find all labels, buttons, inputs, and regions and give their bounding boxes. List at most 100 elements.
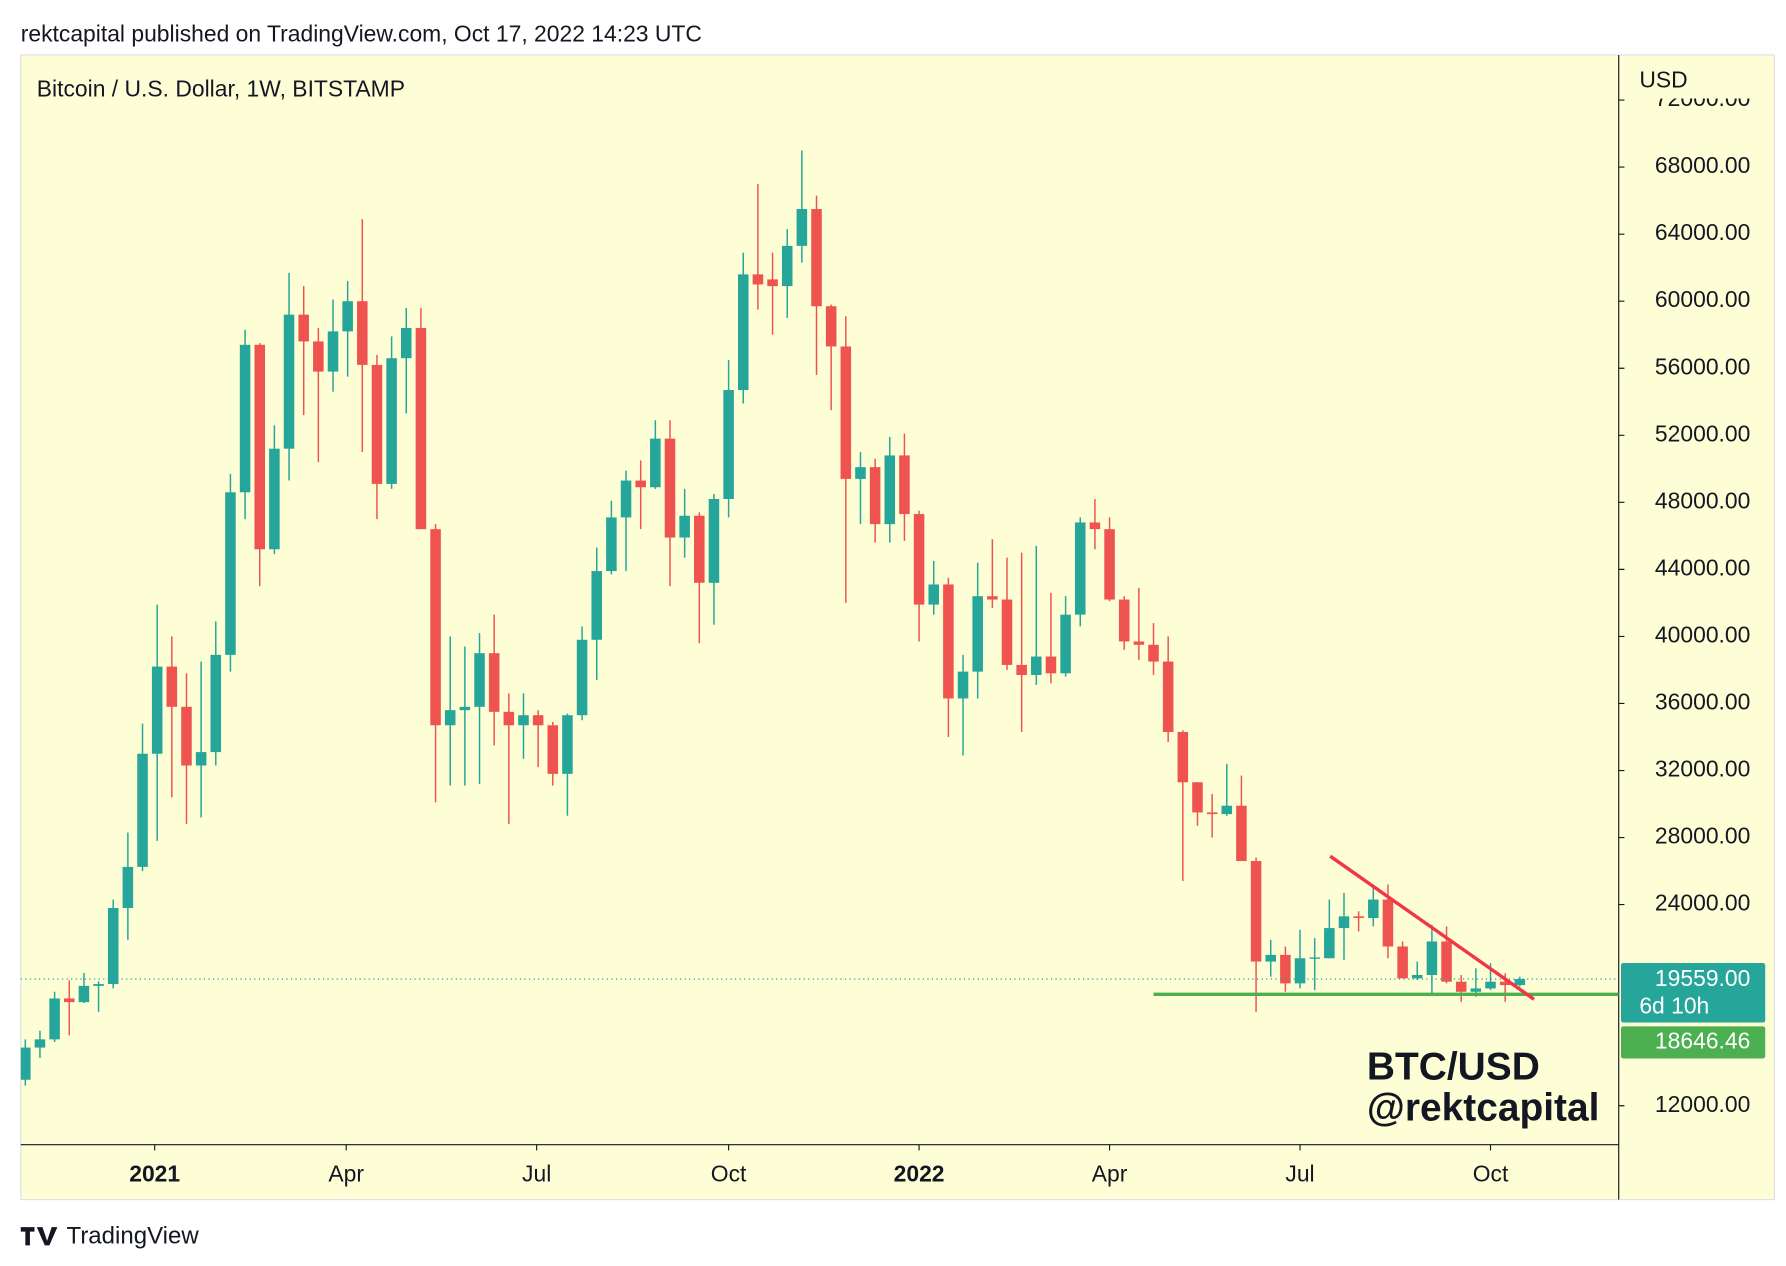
candle-body xyxy=(1236,805,1247,862)
candle-body xyxy=(1455,981,1467,992)
candle-body xyxy=(298,314,309,342)
candle-body xyxy=(1133,641,1145,645)
y-tick-label: 12000.00 xyxy=(1655,1091,1750,1117)
candle-body xyxy=(283,314,295,449)
candle-body xyxy=(811,209,822,307)
logo xyxy=(20,1227,58,1246)
y-tick-label: 28000.00 xyxy=(1655,823,1750,849)
candle-body xyxy=(664,438,676,538)
candle-body xyxy=(752,274,764,285)
y-axis-label: USD xyxy=(1639,66,1687,92)
y-tick-label: 68000.00 xyxy=(1655,152,1750,178)
candle-body xyxy=(1485,981,1496,989)
candle-body xyxy=(444,710,456,726)
candle-body xyxy=(137,753,148,867)
candle-body xyxy=(532,715,544,726)
candle-body xyxy=(386,358,397,484)
candle-body xyxy=(239,344,251,493)
candle-body xyxy=(1162,661,1174,732)
candle-body xyxy=(195,752,207,766)
candle-body xyxy=(166,666,178,707)
candle-body xyxy=(400,328,412,359)
x-tick-label: Apr xyxy=(328,1161,364,1187)
candle-body xyxy=(957,671,969,699)
y-tick-label: 32000.00 xyxy=(1655,756,1750,782)
candle-body xyxy=(93,984,104,986)
candle-body xyxy=(987,596,998,600)
footer: TradingView xyxy=(67,1223,200,1250)
candle-body xyxy=(1294,958,1306,984)
candle-body xyxy=(1074,522,1086,615)
x-tick-label: 2021 xyxy=(129,1161,180,1187)
y-tick-label: 40000.00 xyxy=(1655,621,1750,647)
candle-body xyxy=(840,346,852,479)
x-tick-label: Jul xyxy=(1285,1161,1314,1187)
candle-body xyxy=(635,480,646,488)
trendline xyxy=(1329,854,1536,1001)
candle-body xyxy=(151,666,163,754)
candle-body xyxy=(1280,954,1291,984)
candle-body xyxy=(1514,979,1526,986)
candle-body xyxy=(855,467,866,479)
candle-body xyxy=(723,390,734,499)
y-tick-label: 60000.00 xyxy=(1655,286,1750,312)
countdown-label: 6d 10h xyxy=(1639,993,1709,1019)
candle-body xyxy=(313,341,324,372)
y-tick-label: 36000.00 xyxy=(1655,689,1750,715)
x-tick-label: Jul xyxy=(522,1161,551,1187)
candle-body xyxy=(518,715,529,726)
candle-body xyxy=(1221,805,1233,815)
candle-body xyxy=(1411,975,1423,979)
watermark: @rektcapital xyxy=(1367,1087,1600,1130)
candle-body xyxy=(913,514,925,605)
candle-body xyxy=(327,331,339,372)
candle-body xyxy=(1118,599,1130,642)
candle-body xyxy=(767,279,778,287)
y-tick-label: 64000.00 xyxy=(1655,219,1750,245)
y-tick-label: 48000.00 xyxy=(1655,487,1750,513)
candle-body xyxy=(1177,731,1189,783)
panel xyxy=(20,54,1775,1201)
candle-body xyxy=(1470,988,1482,992)
candle-body xyxy=(1089,522,1101,530)
candle-body xyxy=(1250,861,1262,962)
candle-body xyxy=(371,364,383,484)
candle-body xyxy=(181,706,192,766)
candle-body xyxy=(1338,916,1350,929)
candle-body xyxy=(972,596,983,672)
candle-body xyxy=(1368,899,1379,919)
candle-body xyxy=(620,480,632,518)
y-tick-label: 44000.00 xyxy=(1655,554,1750,580)
candle-body xyxy=(1104,529,1115,600)
x-tick-label: 2022 xyxy=(894,1161,945,1187)
candle-body xyxy=(1353,916,1364,919)
candle-body xyxy=(1382,899,1394,947)
candle-body xyxy=(1148,644,1159,662)
candle-body xyxy=(20,1047,31,1080)
plot xyxy=(20,150,1619,1086)
candle-body xyxy=(1499,981,1511,986)
candle-body xyxy=(210,654,222,753)
candle-body xyxy=(1045,656,1057,674)
candle-body xyxy=(1324,928,1335,959)
candle-body xyxy=(459,706,471,711)
y-tick-label: 24000.00 xyxy=(1655,890,1750,916)
candle-body xyxy=(1265,954,1277,962)
candle-body xyxy=(1441,941,1452,982)
candle-body xyxy=(269,448,280,550)
candle-body xyxy=(928,584,940,605)
candle-body xyxy=(122,866,134,908)
candle-body xyxy=(1060,614,1071,674)
candle-body xyxy=(342,301,353,332)
x-tick-label: Apr xyxy=(1092,1161,1128,1187)
candle-body xyxy=(1309,957,1320,959)
support-badge xyxy=(1621,1026,1766,1059)
y-tick-label: 56000.00 xyxy=(1655,353,1750,379)
candle-body xyxy=(781,245,793,287)
x-tick-label: Oct xyxy=(711,1161,747,1187)
candle-body xyxy=(708,498,720,583)
candle-body xyxy=(34,1039,46,1048)
candle-body xyxy=(737,274,749,391)
candle-body xyxy=(943,584,954,699)
